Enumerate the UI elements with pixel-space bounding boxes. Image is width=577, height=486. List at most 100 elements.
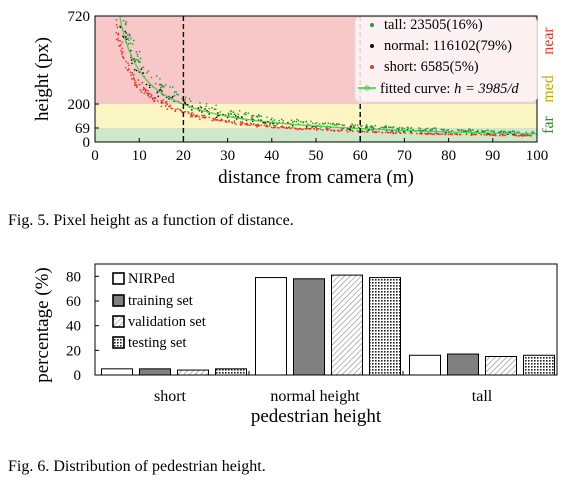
point [119,49,122,52]
x-tick-label: 70 [397,148,412,164]
point [424,128,426,131]
point [426,127,429,130]
point [160,105,163,108]
point [258,125,261,127]
point [365,123,368,126]
point [431,127,433,130]
point [352,124,354,127]
point [208,116,211,119]
point [438,133,440,135]
point [201,114,203,117]
point [270,126,273,129]
point [124,22,127,25]
point [171,95,174,98]
point [116,10,118,12]
point [371,130,374,133]
x-tick-label: 20 [176,148,191,164]
point [153,97,155,99]
point [132,74,135,76]
legend-label: NIRPed [128,271,175,287]
point [435,127,437,130]
point [228,119,230,122]
point [252,114,255,117]
point [503,134,506,137]
point [116,10,118,12]
point [249,122,252,125]
x-tick-label: 50 [309,148,324,164]
point [124,23,127,26]
point [227,113,230,116]
y-tick-label: 200 [68,97,91,113]
point [219,111,222,113]
point [263,124,266,127]
point [121,53,123,55]
point [115,10,117,12]
y-tick-label: 720 [68,9,91,25]
point [144,88,147,91]
point [383,125,386,128]
point [401,127,403,130]
point [211,119,214,122]
point [333,129,336,132]
point [125,20,128,23]
point [199,105,202,108]
point [151,97,154,99]
point [293,120,296,123]
point [122,10,124,12]
point [280,126,282,128]
legend-label: validation set [128,314,206,330]
legend-label: fitted curve: h = 3985/d [380,81,519,97]
point [358,131,360,133]
point [205,102,208,105]
point [159,77,161,80]
point [143,92,146,95]
point [389,126,392,129]
point [121,10,123,12]
point [125,35,127,38]
point [224,120,227,123]
bar [101,368,133,376]
point [119,10,121,12]
point [121,41,123,44]
point [120,10,122,12]
point [154,97,157,100]
point [426,133,428,135]
point [191,115,194,118]
point [161,84,164,87]
point [521,135,524,137]
point [305,125,308,128]
point [203,116,206,119]
point [151,98,154,101]
point [146,72,148,74]
point [280,118,283,121]
point [138,83,141,86]
point [251,116,253,119]
point [161,90,163,92]
point [162,99,165,101]
point [124,30,126,33]
point [131,43,134,45]
point [120,10,122,12]
point [518,131,520,133]
point [335,122,338,125]
point [356,130,359,132]
point [130,37,132,40]
point [415,132,418,135]
point [148,86,151,89]
point [125,32,127,34]
point [164,104,167,107]
point [286,127,289,129]
point [406,126,409,129]
point [356,124,359,127]
point [373,131,376,134]
bar [139,368,171,376]
point [116,10,118,12]
point [135,69,138,72]
point [321,122,324,125]
point [472,129,474,131]
point [126,33,129,36]
point [487,129,490,132]
legend-marker [370,23,374,27]
point [121,51,124,53]
point [205,105,207,108]
